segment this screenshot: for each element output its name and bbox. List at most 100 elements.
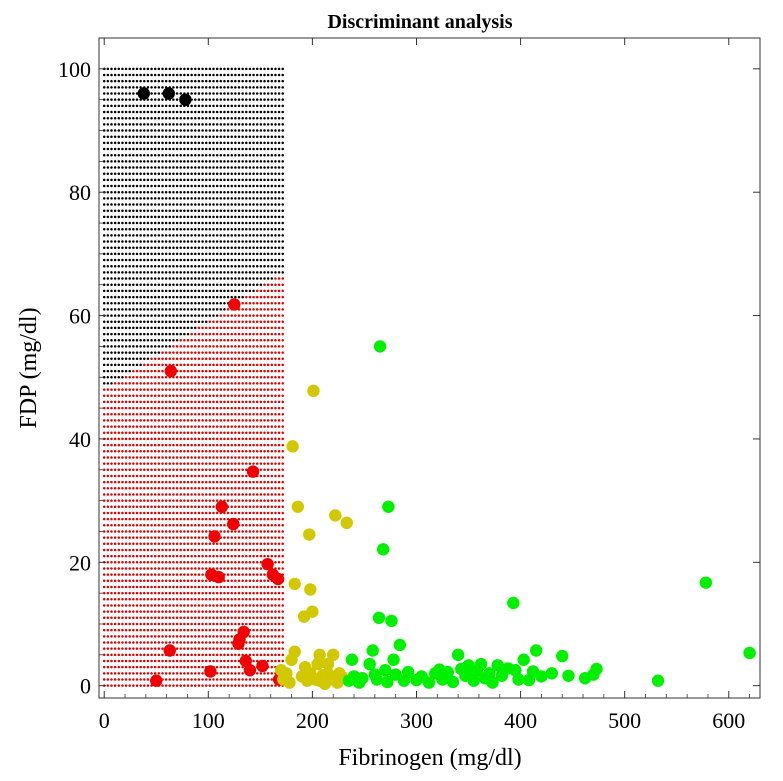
region-grid-dot: [168, 227, 172, 231]
region-grid-dot: [241, 301, 244, 305]
region-grid-dot: [102, 659, 106, 663]
region-grid-dot: [230, 326, 233, 330]
region-grid-dot: [143, 468, 146, 472]
region-grid-dot: [204, 209, 208, 212]
region-grid-dot: [241, 530, 244, 533]
region-grid-dot: [150, 308, 153, 311]
region-grid-dot: [157, 104, 161, 108]
region-grid-dot: [186, 567, 190, 570]
region-grid-dot: [121, 468, 124, 472]
region-grid-dot: [194, 480, 197, 484]
region-grid-dot: [194, 295, 197, 299]
region-grid-dot: [274, 153, 277, 157]
region-grid-dot: [143, 357, 146, 360]
region-grid-dot: [106, 153, 110, 157]
region-grid-dot: [113, 227, 117, 231]
region-grid-dot: [248, 160, 252, 163]
region-grid-dot: [139, 289, 142, 293]
region-grid-dot: [230, 456, 233, 459]
region-grid-dot: [270, 190, 274, 194]
region-grid-dot: [164, 536, 168, 539]
region-grid-dot: [168, 221, 172, 225]
region-grid-dot: [186, 184, 190, 188]
region-grid-dot: [110, 73, 113, 77]
region-grid-dot: [234, 665, 237, 669]
region-grid-dot: [241, 443, 244, 447]
region-grid-dot: [212, 301, 215, 305]
region-grid-dot: [121, 277, 124, 280]
region-grid-dot: [194, 190, 197, 194]
region-grid-dot: [226, 283, 230, 286]
region-grid-dot: [179, 147, 182, 151]
region-grid-dot: [117, 345, 121, 348]
region-grid-dot: [183, 190, 186, 194]
region-grid-dot: [132, 480, 135, 484]
region-grid-dot: [266, 382, 270, 385]
region-grid-dot: [281, 622, 284, 626]
region-grid-dot: [237, 542, 241, 546]
region-grid-dot: [190, 345, 193, 348]
region-grid-dot: [201, 289, 204, 293]
region-grid-dot: [113, 184, 117, 188]
region-grid-dot: [135, 684, 139, 687]
region-grid-dot: [219, 665, 223, 669]
region-grid-dot: [230, 351, 233, 354]
region-grid-dot: [190, 456, 193, 459]
region-grid-dot: [230, 295, 233, 299]
region-grid-dot: [183, 672, 186, 675]
region-grid-dot: [266, 474, 270, 478]
region-grid-dot: [179, 221, 182, 225]
region-grid-dot: [274, 591, 277, 595]
region-grid-dot: [241, 678, 244, 681]
region-grid-dot: [172, 628, 175, 632]
region-grid-dot: [157, 622, 161, 626]
region-grid-dot: [168, 135, 172, 138]
region-grid-dot: [106, 264, 110, 268]
region-grid-dot: [117, 190, 121, 194]
region-grid-dot: [248, 456, 252, 459]
region-grid-dot: [245, 567, 248, 570]
region-grid-dot: [215, 351, 219, 354]
region-grid-dot: [153, 363, 157, 367]
region-grid-dot: [270, 104, 274, 108]
region-grid-dot: [110, 332, 113, 336]
region-grid-dot: [223, 289, 226, 293]
region-grid-dot: [175, 197, 179, 200]
region-grid-dot: [172, 561, 175, 564]
region-grid-dot: [259, 357, 263, 360]
region-grid-dot: [161, 517, 164, 521]
region-grid-dot: [201, 388, 204, 391]
region-grid-dot: [150, 252, 153, 256]
region-grid-dot: [259, 178, 263, 182]
region-grid-dot: [168, 672, 172, 675]
region-grid-dot: [183, 678, 186, 681]
region-grid-dot: [172, 67, 175, 71]
region-grid-dot: [219, 456, 223, 459]
region-grid-dot: [274, 240, 277, 243]
region-grid-dot: [226, 585, 230, 589]
region-grid-dot: [179, 320, 182, 323]
region-grid-dot: [252, 530, 255, 533]
region-grid-dot: [164, 468, 168, 472]
region-grid-dot: [201, 456, 204, 459]
region-grid-dot: [212, 160, 215, 163]
region-grid-dot: [113, 246, 117, 249]
region-grid-dot: [110, 326, 113, 330]
region-grid-dot: [259, 73, 263, 77]
region-grid-dot: [255, 628, 259, 632]
region-grid-dot: [274, 190, 277, 194]
region-grid-dot: [183, 351, 186, 354]
region-grid-dot: [230, 628, 233, 632]
region-grid-dot: [230, 542, 233, 546]
region-grid-dot: [252, 363, 255, 367]
region-grid-dot: [139, 413, 142, 416]
region-grid-dot: [219, 252, 223, 256]
region-grid-dot: [237, 579, 241, 583]
region-grid-dot: [237, 419, 241, 422]
region-grid-dot: [197, 116, 201, 120]
region-grid-dot: [117, 79, 121, 83]
region-grid-dot: [164, 104, 168, 108]
region-grid-dot: [110, 542, 113, 546]
region-grid-dot: [255, 178, 259, 182]
region-grid-dot: [139, 684, 142, 687]
